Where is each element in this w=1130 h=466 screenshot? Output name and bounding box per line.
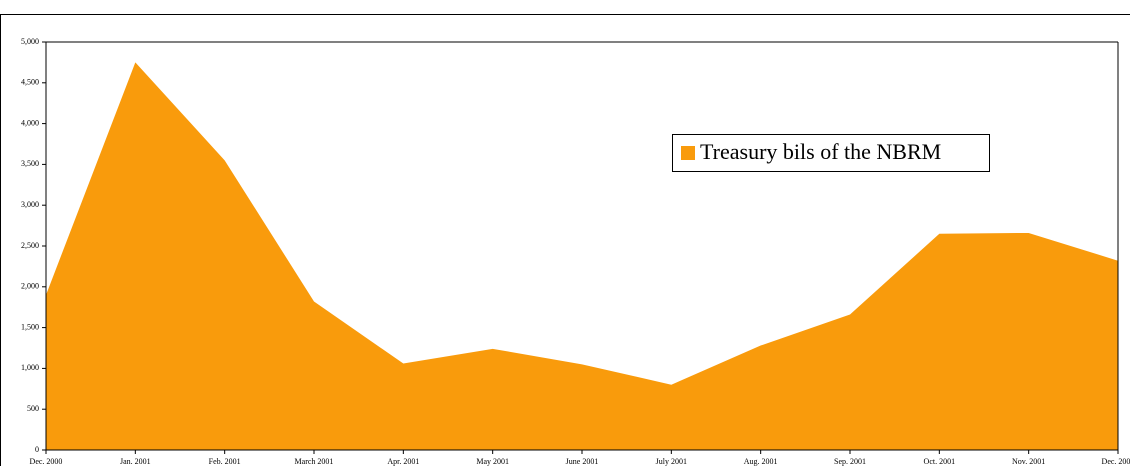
y-tick-label: 2,000 <box>21 282 39 291</box>
y-tick-label: 1,500 <box>21 322 39 331</box>
x-tick-label: Jan. 2001 <box>120 457 151 466</box>
x-tick-label: Feb. 2001 <box>209 457 241 466</box>
y-tick-label: 500 <box>27 404 39 413</box>
x-tick-label: June 2001 <box>566 457 599 466</box>
chart-frame <box>0 14 1130 466</box>
y-tick-label: 1,000 <box>21 363 39 372</box>
x-tick-label: Sep. 2001 <box>834 457 866 466</box>
x-tick-label: Apr. 2001 <box>387 457 419 466</box>
area <box>46 62 1118 451</box>
legend-text: Treasury bils of the NBRM <box>700 139 941 164</box>
x-tick-label: Dec. 2001 <box>1102 457 1130 466</box>
y-tick-label: 5,000 <box>21 37 39 46</box>
x-tick-label: March 2001 <box>295 457 334 466</box>
x-tick-label: July 2001 <box>656 457 687 466</box>
legend-swatch <box>681 146 695 160</box>
y-tick-label: 4,500 <box>21 78 39 87</box>
y-tick-label: 2,500 <box>21 241 39 250</box>
legend: Treasury bils of the NBRM <box>672 134 990 172</box>
x-tick-label: Oct. 2001 <box>924 457 956 466</box>
x-tick-label: May 2001 <box>476 457 509 466</box>
y-tick-label: 3,500 <box>21 159 39 168</box>
legend-box <box>672 134 990 172</box>
y-tick-label: 3,000 <box>21 200 39 209</box>
x-tick-label: Aug. 2001 <box>744 457 778 466</box>
x-tick-label: Nov. 2001 <box>1012 457 1045 466</box>
y-tick-label: 4,000 <box>21 118 39 127</box>
x-tick-label: Dec. 2000 <box>30 457 63 466</box>
y-tick-label: 0 <box>35 445 39 454</box>
